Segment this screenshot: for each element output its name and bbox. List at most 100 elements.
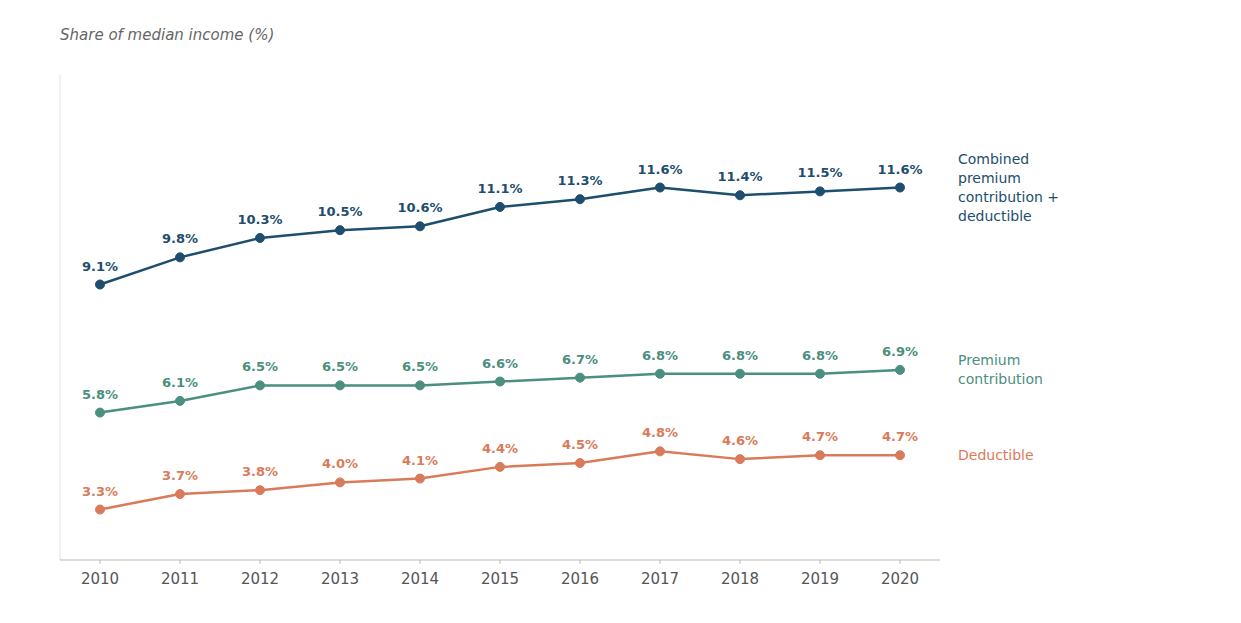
data-label: 4.0%	[322, 456, 358, 471]
x-ticks: 2010201120122013201420152016201720182019…	[81, 560, 919, 588]
series-name: Combinedpremiumcontribution +deductible	[958, 151, 1059, 224]
point	[896, 451, 905, 460]
point	[496, 202, 505, 211]
data-label: 11.6%	[877, 162, 922, 177]
x-tick	[740, 560, 741, 564]
data-label: 4.4%	[482, 441, 518, 456]
point	[176, 396, 185, 405]
point	[256, 233, 265, 242]
point	[96, 408, 105, 417]
data-label: 11.6%	[637, 162, 682, 177]
data-label: 3.3%	[82, 484, 118, 499]
x-tick-label: 2016	[561, 570, 599, 588]
point	[336, 381, 345, 390]
x-tick-label: 2010	[81, 570, 119, 588]
point	[656, 447, 665, 456]
point	[736, 369, 745, 378]
data-label: 4.7%	[802, 429, 838, 444]
data-label: 11.4%	[717, 169, 762, 184]
data-label: 3.8%	[242, 464, 278, 479]
data-label: 10.6%	[397, 200, 442, 215]
series-line	[100, 370, 900, 413]
point	[176, 253, 185, 262]
y-axis-label: Share of median income (%)	[60, 26, 274, 44]
point	[416, 474, 425, 483]
series-name-line: Deductible	[958, 447, 1034, 463]
data-label: 6.5%	[402, 359, 438, 374]
point	[96, 505, 105, 514]
x-tick	[260, 560, 261, 564]
series-name: Deductible	[958, 447, 1034, 463]
data-label: 11.1%	[477, 181, 522, 196]
x-tick	[820, 560, 821, 564]
series-name-line: deductible	[958, 208, 1032, 224]
point	[576, 195, 585, 204]
data-label: 11.3%	[557, 173, 602, 188]
data-label: 6.1%	[162, 375, 198, 390]
point	[416, 222, 425, 231]
point	[816, 369, 825, 378]
x-tick	[900, 560, 901, 564]
series-name-line: Premium	[958, 352, 1020, 368]
data-label: 10.3%	[237, 212, 282, 227]
x-tick-label: 2019	[801, 570, 839, 588]
series-name-line: contribution	[958, 371, 1043, 387]
data-label: 10.5%	[317, 204, 362, 219]
x-tick-label: 2017	[641, 570, 679, 588]
point	[576, 459, 585, 468]
x-tick-label: 2020	[881, 570, 919, 588]
point	[96, 280, 105, 289]
data-label: 9.1%	[82, 259, 118, 274]
point	[896, 183, 905, 192]
data-label: 4.1%	[402, 453, 438, 468]
series-line	[100, 188, 900, 285]
point	[816, 451, 825, 460]
x-tick	[180, 560, 181, 564]
x-tick	[580, 560, 581, 564]
data-label: 6.5%	[322, 359, 358, 374]
data-label: 4.8%	[642, 425, 678, 440]
point	[736, 455, 745, 464]
point	[336, 226, 345, 235]
point	[656, 369, 665, 378]
point	[176, 490, 185, 499]
background	[0, 0, 1241, 623]
data-label: 9.8%	[162, 231, 198, 246]
x-tick	[100, 560, 101, 564]
point	[496, 377, 505, 386]
page: {"chart_data": { "type": "line", "ylabel…	[0, 0, 1241, 623]
data-label: 6.6%	[482, 356, 518, 371]
data-label: 6.8%	[642, 348, 678, 363]
x-tick	[420, 560, 421, 564]
point	[416, 381, 425, 390]
point	[256, 381, 265, 390]
series-name-line: Combined	[958, 151, 1029, 167]
x-tick	[340, 560, 341, 564]
data-label: 6.7%	[562, 352, 598, 367]
data-label: 6.5%	[242, 359, 278, 374]
point	[336, 478, 345, 487]
data-label: 11.5%	[797, 165, 842, 180]
point	[576, 373, 585, 382]
series-line	[100, 451, 900, 509]
data-label: 4.6%	[722, 433, 758, 448]
x-tick	[500, 560, 501, 564]
x-tick-label: 2018	[721, 570, 759, 588]
data-label: 4.7%	[882, 429, 918, 444]
data-label: 6.8%	[802, 348, 838, 363]
series-name: Premium contribution	[958, 352, 1043, 387]
point	[656, 183, 665, 192]
series-name-line: contribution +	[958, 189, 1059, 205]
data-label: 4.5%	[562, 437, 598, 452]
x-tick-label: 2014	[401, 570, 439, 588]
point	[256, 486, 265, 495]
data-label: 5.8%	[82, 387, 118, 402]
plot-area	[96, 183, 905, 514]
data-label: 6.8%	[722, 348, 758, 363]
data-label: 3.7%	[162, 468, 198, 483]
x-tick	[660, 560, 661, 564]
x-tick-label: 2012	[241, 570, 279, 588]
y-axis-line	[60, 75, 61, 560]
x-tick-label: 2013	[321, 570, 359, 588]
point	[816, 187, 825, 196]
